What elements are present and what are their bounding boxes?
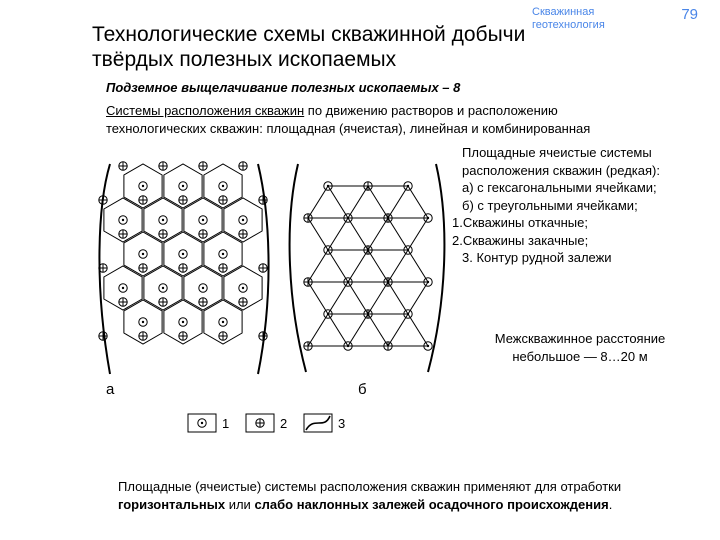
side-n2: 2.Скважины закачные; <box>452 232 698 250</box>
side-b: б) с треугольными ячейками; <box>462 197 698 215</box>
gap-text: Межскважинное расстояние небольшое — 8…2… <box>462 330 698 365</box>
header-label-line1: Скважинная <box>532 6 594 18</box>
svg-text:1: 1 <box>222 416 229 431</box>
bottom-mid: или <box>225 497 254 512</box>
bottom-bold1: горизонтальных <box>118 497 225 512</box>
bottom-end: . <box>609 497 613 512</box>
page-title: Технологические схемы скважинной добычи … <box>92 22 572 72</box>
side-p1: Площадные ячеистые системы расположения … <box>462 144 698 179</box>
page-number: 79 <box>681 6 698 23</box>
intro-text: Системы расположения скважин по движению… <box>106 102 596 137</box>
bottom-bold2: слабо наклонных залежей осадочного проис… <box>254 497 608 512</box>
svg-text:б: б <box>358 381 367 398</box>
bottom-text: Площадные (ячеистые) системы расположени… <box>118 478 648 513</box>
side-n3: 3. Контур рудной залежи <box>462 249 698 267</box>
svg-text:3: 3 <box>338 416 345 431</box>
svg-text:2: 2 <box>280 416 287 431</box>
side-description: Площадные ячеистые системы расположения … <box>462 144 698 267</box>
bottom-pre: Площадные (ячеистые) системы расположени… <box>118 479 621 494</box>
subtitle: Подземное выщелачивание полезных ископае… <box>106 80 460 95</box>
side-n1: 1.Скважины откачные; <box>452 214 698 232</box>
intro-underlined: Системы расположения скважин <box>106 103 304 118</box>
well-layout-diagram: а б 1 2 3 <box>88 144 448 454</box>
svg-text:а: а <box>106 381 115 398</box>
side-a: а) с гексагональными ячейками; <box>462 179 698 197</box>
